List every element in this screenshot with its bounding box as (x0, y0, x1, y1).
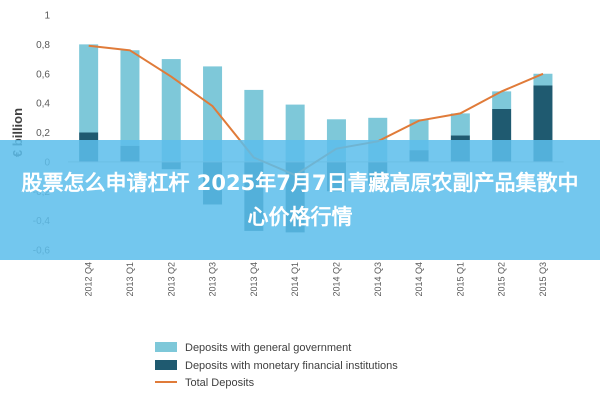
legend-swatch (155, 342, 177, 352)
x-tick-label: 2012 Q4 (84, 262, 94, 297)
x-tick-label: 2013 Q1 (125, 262, 135, 297)
bar-government (533, 73, 553, 86)
legend-label: Total Deposits (185, 377, 255, 389)
bar-government (120, 50, 140, 146)
bar-government (450, 113, 470, 136)
x-tick-label: 2014 Q3 (373, 262, 383, 297)
bar-government (203, 66, 223, 162)
legend-label: Deposits with general government (185, 342, 351, 354)
x-tick-label: 2013 Q3 (208, 262, 218, 297)
x-tick-label: 2014 Q2 (331, 262, 341, 297)
x-tick-label: 2015 Q3 (538, 262, 548, 297)
y-tick-label: 1 (44, 11, 50, 22)
x-tick-label: 2014 Q4 (414, 262, 424, 297)
y-tick-label: 0,4 (36, 99, 50, 110)
y-tick-label: 0,8 (36, 40, 50, 51)
x-tick-label: 2015 Q2 (497, 262, 507, 297)
bar-government (492, 91, 512, 109)
overlay-title: 股票怎么申请杠杆 2025年7月7日青藏高原农副产品集散中心价格行情 (21, 171, 579, 229)
x-tick-label: 2013 Q2 (166, 262, 176, 297)
x-tick-label: 2015 Q1 (455, 262, 465, 297)
x-tick-label: 2014 Q1 (290, 262, 300, 297)
bar-government (79, 44, 99, 133)
y-tick-label: 0,2 (36, 128, 50, 139)
y-tick-label: 0,6 (36, 69, 50, 80)
overlay-banner: 股票怎么申请杠杆 2025年7月7日青藏高原农副产品集散中心价格行情 (0, 140, 600, 260)
legend-label: Deposits with monetary financial institu… (185, 360, 398, 372)
bar-government (161, 59, 181, 162)
x-tick-label: 2013 Q4 (249, 262, 259, 297)
legend-swatch (155, 360, 177, 370)
